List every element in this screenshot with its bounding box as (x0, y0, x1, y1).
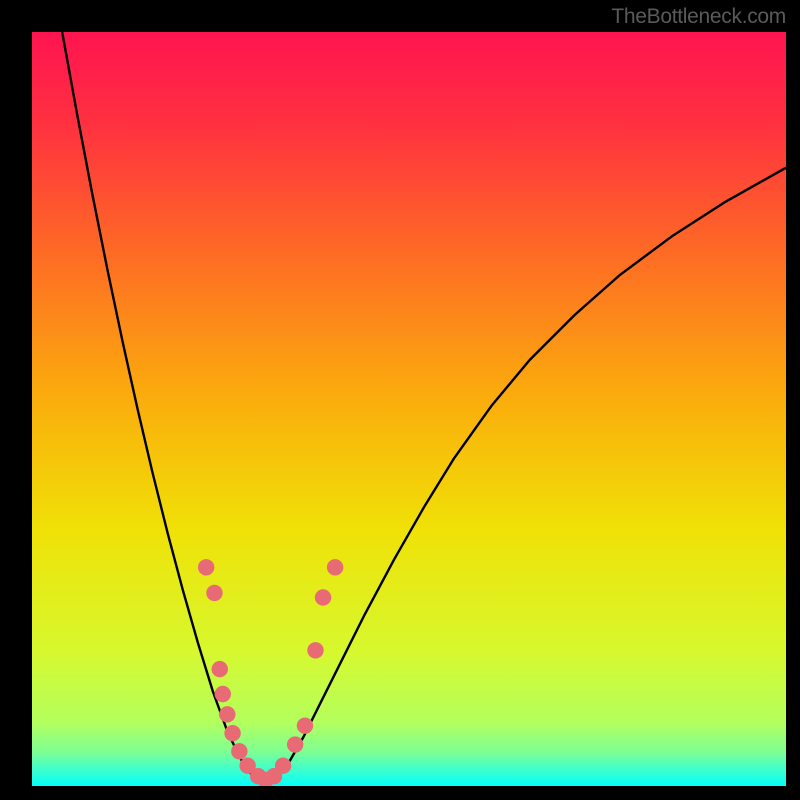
curve-layer (32, 32, 786, 786)
curve-marker (215, 686, 231, 702)
watermark-text: TheBottleneck.com (611, 5, 786, 29)
curve-marker (327, 559, 343, 575)
curve-marker (297, 717, 313, 733)
curve-marker (275, 757, 291, 773)
curve-marker (212, 661, 228, 677)
curve-marker (287, 736, 303, 752)
bottleneck-curve (62, 32, 786, 784)
chart-frame: TheBottleneck.com (0, 0, 800, 800)
curve-markers (198, 559, 343, 786)
curve-marker (315, 589, 331, 605)
curve-marker (198, 559, 214, 575)
curve-marker (206, 585, 222, 601)
curve-marker (231, 743, 247, 759)
curve-marker (307, 642, 323, 658)
curve-marker (224, 725, 240, 741)
curve-marker (219, 706, 235, 722)
plot-area (32, 32, 786, 786)
